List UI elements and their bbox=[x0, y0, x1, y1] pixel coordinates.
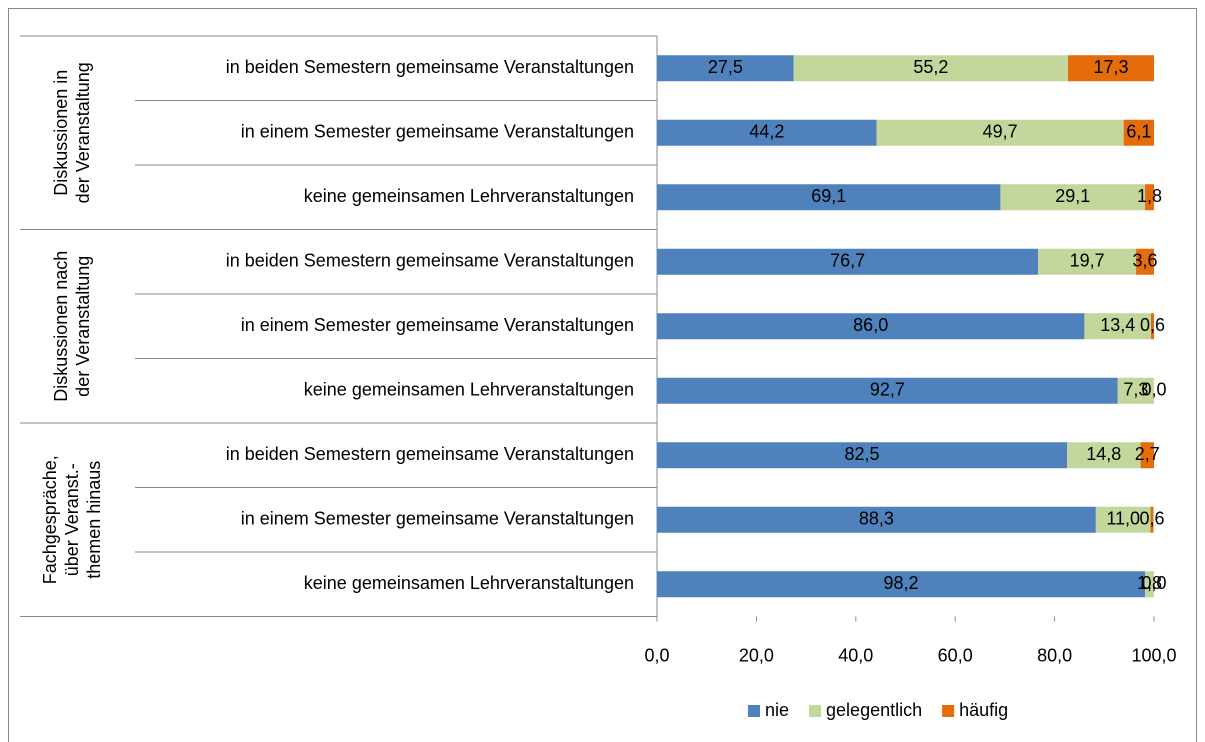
bar-segment bbox=[657, 184, 1001, 211]
bar-segment bbox=[657, 377, 1118, 404]
bar-segment bbox=[1000, 184, 1146, 211]
group-label: Diskussionen in bbox=[51, 70, 71, 196]
group-label: über Veranst.- bbox=[62, 463, 82, 576]
data-label: 7,3 bbox=[1123, 380, 1148, 400]
bar-segment bbox=[1038, 248, 1137, 275]
group-label: Diskussionen nach bbox=[51, 251, 71, 402]
legend-label: häufig bbox=[959, 700, 1008, 720]
data-label: 3,6 bbox=[1133, 251, 1158, 271]
x-tick-label: 100,0 bbox=[1131, 645, 1176, 665]
bar-segment bbox=[1150, 506, 1154, 533]
bar-segment bbox=[1140, 442, 1154, 469]
bar-segment bbox=[657, 119, 877, 146]
group-label: der Veranstaltung bbox=[73, 62, 93, 203]
data-label: 2,7 bbox=[1135, 444, 1160, 464]
data-label: 0,0 bbox=[1141, 573, 1166, 593]
legend-label: nie bbox=[765, 700, 789, 720]
category-label: in beiden Semestern gemeinsame Veranstal… bbox=[226, 251, 634, 271]
data-label: 49,7 bbox=[983, 122, 1018, 142]
category-label: keine gemeinsamen Lehrveranstaltungen bbox=[304, 380, 634, 400]
data-label: 11,0 bbox=[1106, 509, 1140, 529]
bar-segment bbox=[1095, 506, 1151, 533]
legend-swatch bbox=[809, 705, 822, 717]
x-tick-label: 20,0 bbox=[739, 645, 774, 665]
legend-swatch bbox=[748, 705, 760, 717]
bar-segment bbox=[1145, 184, 1154, 211]
data-label: 82,5 bbox=[844, 444, 879, 464]
data-label: 0,0 bbox=[1141, 380, 1166, 400]
data-label: 98,2 bbox=[884, 573, 919, 593]
category-label: in einem Semester gemeinsame Veranstaltu… bbox=[241, 122, 634, 142]
bar-segment bbox=[657, 55, 794, 82]
category-label: in beiden Semestern gemeinsame Veranstal… bbox=[226, 444, 634, 464]
bar-segment bbox=[657, 442, 1068, 469]
data-label: 27,5 bbox=[708, 57, 743, 77]
x-tick-label: 60,0 bbox=[938, 645, 973, 665]
bar-segment bbox=[1136, 248, 1154, 275]
category-label: in einem Semester gemeinsame Veranstaltu… bbox=[241, 315, 634, 335]
chart-frame bbox=[8, 8, 1197, 742]
category-label: keine gemeinsamen Lehrveranstaltungen bbox=[304, 186, 634, 206]
group-label: der Veranstaltung bbox=[73, 256, 93, 397]
data-label: 1,8 bbox=[1137, 573, 1162, 593]
bar-segment bbox=[1145, 571, 1154, 598]
data-label: 92,7 bbox=[870, 380, 905, 400]
bar-segment bbox=[1067, 442, 1141, 469]
data-label: 69,1 bbox=[811, 186, 846, 206]
data-label: 13,4 bbox=[1100, 315, 1135, 335]
data-label: 17,3 bbox=[1093, 57, 1128, 77]
data-label: 86,0 bbox=[853, 315, 888, 335]
category-label: in einem Semester gemeinsame Veranstaltu… bbox=[241, 509, 634, 529]
data-label: 55,2 bbox=[913, 57, 948, 77]
x-tick-label: 0,0 bbox=[644, 645, 669, 665]
legend-swatch bbox=[942, 705, 955, 717]
bar-segment bbox=[876, 119, 1124, 146]
bar-segment bbox=[1117, 377, 1154, 404]
bar-segment bbox=[1084, 313, 1152, 340]
category-label: keine gemeinsamen Lehrveranstaltungen bbox=[304, 573, 634, 593]
data-label: 44,2 bbox=[749, 122, 784, 142]
bar-segment bbox=[657, 248, 1039, 275]
data-label: 0,6 bbox=[1139, 509, 1164, 529]
data-label: 19,7 bbox=[1070, 251, 1105, 271]
x-tick-label: 40,0 bbox=[838, 645, 873, 665]
bar-segment bbox=[657, 571, 1146, 598]
x-tick-label: 80,0 bbox=[1037, 645, 1072, 665]
group-label: themen hinaus bbox=[84, 461, 104, 579]
data-label: 1,8 bbox=[1137, 186, 1162, 206]
data-label: 76,7 bbox=[830, 251, 865, 271]
bar-segment bbox=[657, 313, 1085, 340]
legend-label: gelegentlich bbox=[826, 700, 922, 720]
data-label: 6,1 bbox=[1126, 122, 1151, 142]
data-label: 29,1 bbox=[1055, 186, 1090, 206]
bar-segment bbox=[657, 506, 1096, 533]
bar-segment bbox=[1123, 119, 1154, 146]
category-label: in beiden Semestern gemeinsame Veranstal… bbox=[226, 57, 634, 77]
data-label: 88,3 bbox=[859, 509, 894, 529]
bar-segment bbox=[1068, 55, 1154, 82]
bar-segment bbox=[793, 55, 1069, 82]
group-label: Fachgespräche, bbox=[40, 455, 60, 584]
data-label: 14,8 bbox=[1086, 444, 1121, 464]
data-label: 0,6 bbox=[1140, 315, 1165, 335]
bar-segment bbox=[1151, 313, 1154, 340]
